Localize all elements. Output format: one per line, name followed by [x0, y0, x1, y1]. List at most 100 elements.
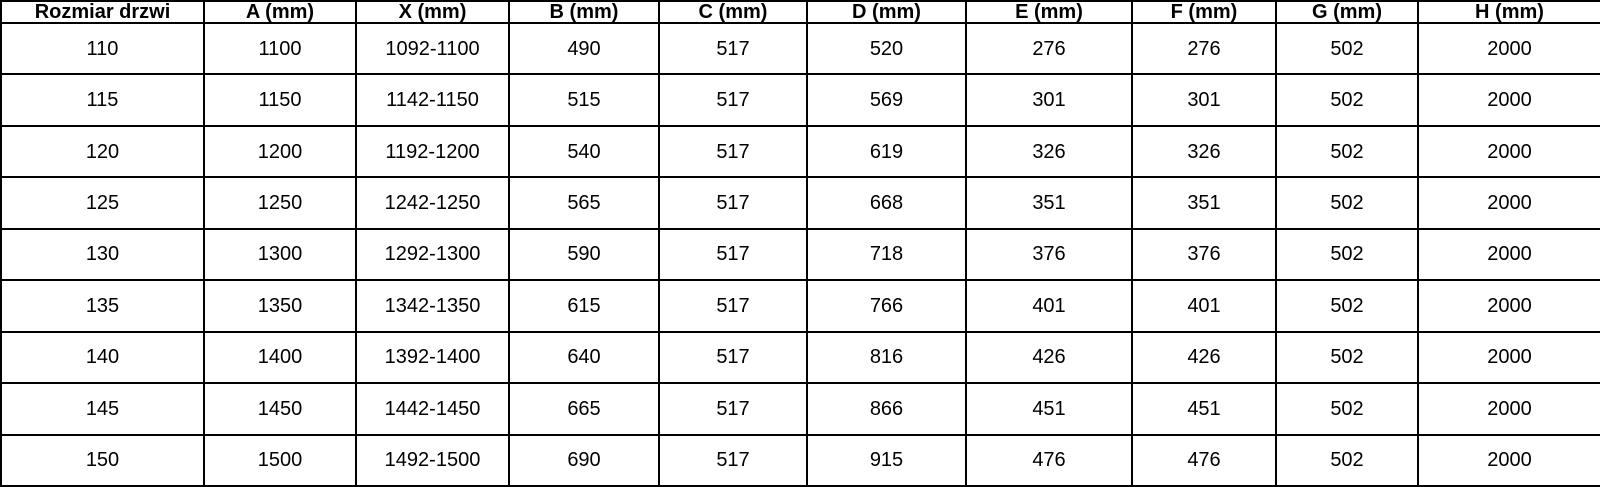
table-cell-c-mm: 517 [658, 176, 808, 230]
table-cell-e-mm: 476 [965, 433, 1133, 487]
table-cell-x-mm: 1242-1250 [355, 176, 510, 230]
table-cell-x-mm: 1342-1350 [355, 279, 510, 333]
table-cell-b-mm: 665 [508, 382, 660, 436]
table-row: 110 1100 1092-1100 490 517 520 276 276 502 2000 [0, 21, 1600, 76]
table-cell-e-mm: 301 [965, 73, 1133, 127]
table-row: 150 1500 1492-1500 690 517 915 476 476 502 2000 [0, 433, 1600, 487]
table-cell-b-mm: 640 [508, 330, 660, 385]
table-cell-x-mm: 1292-1300 [355, 227, 510, 282]
column-header-e-mm: E (mm) [965, 0, 1133, 24]
table-cell-g-mm: 502 [1275, 124, 1419, 179]
table-cell-a-mm: 1300 [203, 227, 357, 282]
table-cell-d-mm: 619 [806, 124, 967, 179]
table-cell-h-mm: 2000 [1417, 382, 1600, 436]
table-row: 140 1400 1392-1400 640 517 816 426 426 502 2000 [0, 330, 1600, 385]
table-cell-h-mm: 2000 [1417, 21, 1600, 76]
table-cell-d-mm: 766 [806, 279, 967, 333]
table-cell-h-mm: 2000 [1417, 330, 1600, 385]
table-cell-d-mm: 569 [806, 73, 967, 127]
table-cell-rozmiar-drzwi: 115 [0, 73, 205, 127]
column-header-d-mm: D (mm) [806, 0, 967, 24]
table-cell-x-mm: 1442-1450 [355, 382, 510, 436]
table-cell-g-mm: 502 [1275, 21, 1419, 76]
table-row: 115 1150 1142-1150 515 517 569 301 301 502 2000 [0, 73, 1600, 127]
table-cell-c-mm: 517 [658, 433, 808, 487]
column-header-f-mm: F (mm) [1131, 0, 1277, 24]
table-cell-f-mm: 326 [1131, 124, 1277, 179]
table-cell-e-mm: 276 [965, 21, 1133, 76]
column-header-h-mm: H (mm) [1417, 0, 1600, 24]
table-cell-a-mm: 1450 [203, 382, 357, 436]
table-cell-a-mm: 1500 [203, 433, 357, 487]
table-cell-h-mm: 2000 [1417, 433, 1600, 487]
table-cell-rozmiar-drzwi: 150 [0, 433, 205, 487]
table-cell-b-mm: 590 [508, 227, 660, 282]
table-cell-b-mm: 615 [508, 279, 660, 333]
table-cell-a-mm: 1200 [203, 124, 357, 179]
table-cell-x-mm: 1492-1500 [355, 433, 510, 487]
table-cell-f-mm: 476 [1131, 433, 1277, 487]
table-cell-rozmiar-drzwi: 145 [0, 382, 205, 436]
table-cell-g-mm: 502 [1275, 176, 1419, 230]
table-cell-e-mm: 451 [965, 382, 1133, 436]
table-row: 135 1350 1342-1350 615 517 766 401 401 502 2000 [0, 279, 1600, 333]
table-cell-h-mm: 2000 [1417, 227, 1600, 282]
table-cell-d-mm: 718 [806, 227, 967, 282]
table-cell-d-mm: 816 [806, 330, 967, 385]
table-cell-g-mm: 502 [1275, 433, 1419, 487]
table-cell-h-mm: 2000 [1417, 124, 1600, 179]
table-cell-h-mm: 2000 [1417, 176, 1600, 230]
table-cell-x-mm: 1142-1150 [355, 73, 510, 127]
table-cell-rozmiar-drzwi: 125 [0, 176, 205, 230]
table-row: 120 1200 1192-1200 540 517 619 326 326 502 2000 [0, 124, 1600, 179]
table-cell-c-mm: 517 [658, 124, 808, 179]
column-header-a-mm: A (mm) [203, 0, 357, 24]
table-cell-e-mm: 376 [965, 227, 1133, 282]
table-cell-h-mm: 2000 [1417, 73, 1600, 127]
table-cell-f-mm: 401 [1131, 279, 1277, 333]
table-cell-rozmiar-drzwi: 130 [0, 227, 205, 282]
table-cell-f-mm: 301 [1131, 73, 1277, 127]
table-cell-rozmiar-drzwi: 140 [0, 330, 205, 385]
column-header-x-mm: X (mm) [355, 0, 510, 24]
table-cell-g-mm: 502 [1275, 382, 1419, 436]
table-cell-a-mm: 1150 [203, 73, 357, 127]
table-cell-d-mm: 520 [806, 21, 967, 76]
table-body: 110 1100 1092-1100 490 517 520 276 276 502 2000 11… [0, 21, 1600, 487]
table-cell-a-mm: 1350 [203, 279, 357, 333]
table-cell-b-mm: 690 [508, 433, 660, 487]
table-cell-c-mm: 517 [658, 330, 808, 385]
table-cell-c-mm: 517 [658, 73, 808, 127]
table-cell-f-mm: 351 [1131, 176, 1277, 230]
table-cell-c-mm: 517 [658, 382, 808, 436]
table-cell-b-mm: 490 [508, 21, 660, 76]
column-header-b-mm: B (mm) [508, 0, 660, 24]
table-cell-g-mm: 502 [1275, 227, 1419, 282]
column-header-g-mm: G (mm) [1275, 0, 1419, 24]
table-row: 130 1300 1292-1300 590 517 718 376 376 502 2000 [0, 227, 1600, 282]
table-cell-f-mm: 376 [1131, 227, 1277, 282]
table-cell-e-mm: 351 [965, 176, 1133, 230]
column-header-c-mm: C (mm) [658, 0, 808, 24]
table-cell-d-mm: 668 [806, 176, 967, 230]
table-cell-b-mm: 540 [508, 124, 660, 179]
table-cell-f-mm: 426 [1131, 330, 1277, 385]
table-cell-rozmiar-drzwi: 110 [0, 21, 205, 76]
table-cell-e-mm: 326 [965, 124, 1133, 179]
table-cell-rozmiar-drzwi: 135 [0, 279, 205, 333]
table-cell-h-mm: 2000 [1417, 279, 1600, 333]
table-cell-a-mm: 1400 [203, 330, 357, 385]
table-cell-c-mm: 517 [658, 279, 808, 333]
table-cell-a-mm: 1100 [203, 21, 357, 76]
table-cell-e-mm: 401 [965, 279, 1133, 333]
table-cell-f-mm: 276 [1131, 21, 1277, 76]
table-cell-x-mm: 1192-1200 [355, 124, 510, 179]
table-cell-c-mm: 517 [658, 227, 808, 282]
table-cell-x-mm: 1392-1400 [355, 330, 510, 385]
table-cell-g-mm: 502 [1275, 330, 1419, 385]
table-cell-g-mm: 502 [1275, 73, 1419, 127]
header-row: Rozmiar drzwi A (mm) X (mm) B (mm) C (mm) D (… [0, 0, 1600, 24]
table-cell-d-mm: 866 [806, 382, 967, 436]
table-cell-g-mm: 502 [1275, 279, 1419, 333]
